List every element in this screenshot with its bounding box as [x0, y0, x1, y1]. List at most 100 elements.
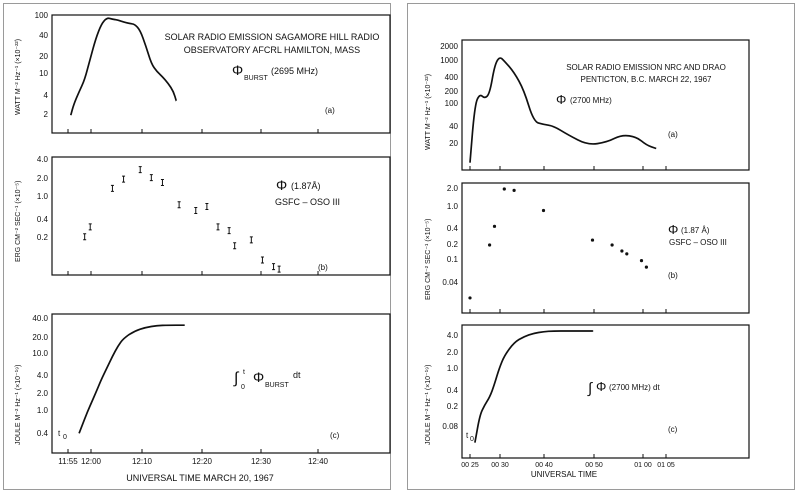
left-panel-a-title-line1: SOLAR RADIO EMISSION SAGAMORE HILL RADIO	[165, 32, 380, 42]
right-xtick-0025: 00 25	[461, 462, 479, 469]
left-panel-c-integral-icon: ∫	[233, 370, 240, 387]
left-panel-b-point	[160, 179, 164, 187]
left-panel-a-title-line2: OBSERVATORY AFCRL HAMILTON, MASS	[184, 45, 360, 55]
right-panel-b: ERG CM⁻² SEC⁻¹ (×10⁻⁵) 2.0 1.0 0.4 0.2 0…	[425, 182, 750, 314]
left-panel-c-int-lower: 0	[241, 384, 245, 391]
right-c-ytick-0.08: 0.08	[442, 422, 458, 431]
left-x-tick-marks	[67, 129, 319, 453]
left-panel-b-point	[88, 223, 92, 231]
left-a-ytick-100: 100	[35, 11, 49, 20]
left-c-ytick-4.0: 4.0	[37, 371, 49, 380]
right-panel-b-point	[512, 188, 516, 192]
right-xtick-0100: 01 00	[634, 462, 652, 469]
right-panel-c-yticks: 4.0 2.0 1.0 0.4 0.2 0.08	[442, 331, 458, 431]
left-c-ytick-2.0: 2.0	[37, 389, 49, 398]
left-c-ytick-0.4: 0.4	[37, 429, 49, 438]
left-panel-c-phi-symbol: Φ	[253, 369, 264, 385]
left-xtick-1200: 12:00	[81, 457, 102, 466]
right-panel-a-burst-curve	[469, 57, 657, 163]
left-b-ytick-1.0: 1.0	[37, 192, 49, 201]
left-panel-b-point	[177, 201, 181, 209]
left-a-ytick-40: 40	[39, 31, 48, 40]
left-a-ytick-2: 2	[44, 110, 49, 119]
left-panel-b-point	[260, 256, 264, 264]
right-panel-a-title-line1: SOLAR RADIO EMISSION NRC AND DRAO	[566, 63, 726, 72]
right-b-ytick-1.0: 1.0	[447, 202, 459, 211]
right-panel-b-point	[625, 252, 629, 256]
left-panel-b-point	[194, 207, 198, 215]
right-panel-b-point	[492, 224, 497, 228]
right-panel-a-phi-symbol: Φ	[556, 92, 566, 107]
right-b-ytick-0.04: 0.04	[442, 278, 458, 287]
left-panel-b-phi-symbol: Φ	[276, 177, 287, 193]
left-panel-c-integral-curve	[78, 324, 185, 434]
left-a-ytick-20: 20	[39, 52, 48, 61]
left-panel-a-ylabel: WATT M⁻² Hz⁻¹ (×10⁻²²)	[15, 39, 22, 115]
right-panel-b-letter: (b)	[668, 271, 678, 280]
right-xtick-0030: 00 30	[491, 462, 509, 469]
left-panel-c-axes	[51, 313, 391, 454]
right-c-ytick-2.0: 2.0	[447, 348, 459, 357]
right-a-ytick-2000: 2000	[440, 42, 458, 51]
right-panel-c-t0: t	[466, 431, 469, 440]
left-panel-b-point	[110, 184, 114, 192]
right-panel-b-phi-symbol: Φ	[668, 222, 678, 237]
right-figure-frame	[407, 3, 795, 490]
right-xtick-0050: 00 50	[585, 462, 603, 469]
left-panel-b-letter: (b)	[318, 263, 328, 272]
left-panel-a-burst-curve	[69, 17, 178, 116]
right-panel-a-title-line2: PENTICTON, B.C. MARCH 22, 1967	[581, 75, 713, 84]
left-panel-a-burst-sub: BURST	[244, 75, 268, 82]
right-xtick-0105: 01 05	[657, 462, 675, 469]
left-panel-b-point	[233, 242, 237, 250]
left-panel-c-t0: t	[58, 429, 61, 438]
left-xtick-1155: 11:55	[58, 457, 78, 466]
left-b-ytick-4.0: 4.0	[37, 155, 49, 164]
right-b-ytick-0.2: 0.2	[447, 240, 459, 249]
right-panel-a-axes	[461, 39, 750, 171]
left-b-ytick-2.0: 2.0	[37, 174, 49, 183]
left-panel-c-dt: dt	[293, 370, 301, 380]
right-a-ytick-1000: 1000	[440, 56, 458, 65]
left-panel-c-ylabel: JOULE M⁻² Hz⁻¹ (×10⁻¹⁹)	[15, 365, 22, 445]
left-x-axis-title: UNIVERSAL TIME MARCH 20, 1967	[126, 473, 274, 483]
left-panel-b-point	[83, 233, 87, 241]
left-figure-frame	[3, 3, 391, 490]
left-panel-b-point	[272, 263, 276, 271]
left-panel-c-int-upper: t	[243, 369, 245, 376]
left-panel-b-yticks: 4.0 2.0 1.0 0.4 0.2	[37, 155, 49, 242]
right-b-ytick-0.4: 0.4	[447, 224, 459, 233]
right-a-ytick-20: 20	[449, 139, 458, 148]
left-panel-a: WATT M⁻² Hz⁻¹ (×10⁻²²) 100 40 20 10 4 2 …	[15, 11, 391, 134]
left-panel-a-letter: (a)	[325, 106, 335, 115]
right-panel-c-integral-icon: ∫	[587, 380, 594, 397]
left-xtick-1210: 12:10	[132, 457, 153, 466]
left-panel-b-point	[122, 175, 126, 183]
right-x-tick-marks	[469, 166, 667, 458]
left-b-ytick-0.2: 0.2	[37, 233, 49, 242]
left-x-axis: 11:55 12:00 12:10 12:20 12:30 12:40 UNIV…	[58, 129, 329, 483]
right-panel-b-point	[468, 296, 472, 300]
left-xtick-1220: 12:20	[192, 457, 213, 466]
right-panel-b-wavelength: (1.87 Å)	[681, 226, 710, 235]
right-panel-b-point	[488, 243, 492, 247]
right-a-ytick-100: 100	[445, 99, 459, 108]
right-panel-c: JOULE M⁻² Hz⁻¹ (×10⁻¹⁹) 4.0 2.0 1.0 0.4 …	[425, 324, 750, 459]
right-panel-a-freq: (2700 MHz)	[570, 96, 612, 105]
right-b-ytick-2.0: 2.0	[447, 184, 459, 193]
left-panel-b-ylabel: ERG CM⁻² SEC⁻¹ (×10⁻⁵)	[15, 181, 22, 262]
right-c-ytick-0.2: 0.2	[447, 402, 459, 411]
left-xtick-1230: 12:30	[251, 457, 272, 466]
right-panel-c-t0-sub: 0	[470, 436, 474, 443]
left-c-ytick-20.0: 20.0	[32, 333, 48, 342]
right-panel-b-point	[639, 259, 644, 263]
right-a-ytick-200: 200	[445, 87, 459, 96]
right-panel-b-ylabel: ERG CM⁻² SEC⁻¹ (×10⁻⁵)	[425, 219, 432, 300]
right-panel-b-point	[644, 265, 649, 269]
right-xtick-0040: 00 40	[535, 462, 553, 469]
left-panel-b-point	[216, 223, 220, 231]
right-c-ytick-1.0: 1.0	[447, 364, 459, 373]
left-c-ytick-10.0: 10.0	[32, 349, 48, 358]
right-panel-b-axes	[461, 182, 750, 314]
